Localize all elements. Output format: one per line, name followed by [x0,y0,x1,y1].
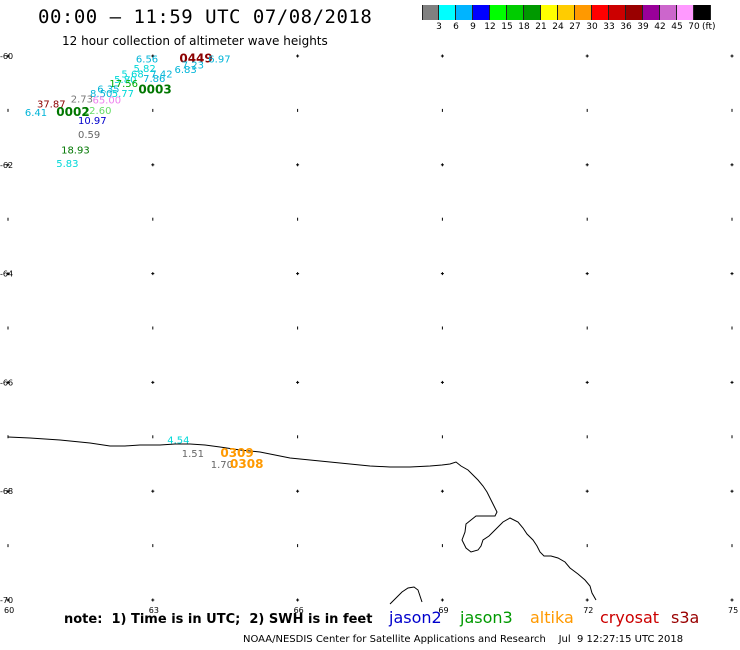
color-scale-label: 9 [470,22,476,32]
wave-height-label: 17.56 [109,79,138,90]
wave-height-label: 7.42 [150,69,172,80]
color-scale-swatch [507,5,524,20]
latitude-tick-label: -70 [0,596,13,605]
color-scale-swatch [609,5,626,20]
map-subtitle: 12 hour collection of altimeter wave hei… [62,34,328,48]
latitude-tick-label: -68 [0,487,13,496]
wave-height-label: 0.59 [78,130,100,141]
map-title: 00:00 – 11:59 UTC 07/08/2018 [38,6,373,28]
longitude-tick-label: 66 [294,606,304,615]
pass-time-label: 0449 [179,52,212,66]
wave-height-label: 12.60 [83,106,112,117]
latitude-tick-label: -64 [0,270,13,279]
longitude-tick-label: 60 [4,606,14,615]
wave-height-label: 18.93 [61,146,90,157]
wave-height-label: 6.83 [175,65,197,76]
pass-time-label: 0308 [230,457,263,471]
pass-time-label: 0003 [138,83,171,97]
wave-height-label: 6.41 [25,108,47,119]
color-scale-label: 70 [688,22,700,32]
color-scale-swatch [626,5,643,20]
color-scale-swatch [592,5,609,20]
latitude-tick-label: -62 [0,161,13,170]
color-scale-label: 15 [501,22,513,32]
wave-height-label: 5.77 [112,89,134,100]
color-scale-swatches [422,5,711,20]
wave-height-label: 6.56 [136,55,158,66]
color-scale-label: 30 [586,22,598,32]
color-scale-swatch [694,5,711,20]
color-scale-swatch [660,5,677,20]
color-scale-label: 12 [484,22,496,32]
legend-entry-jason2: jason2 [389,608,442,627]
color-scale-swatch [643,5,660,20]
wave-height-label: 2.73 [71,94,93,105]
color-scale-swatch [524,5,541,20]
footnote: note: 1) Time is in UTC; 2) SWH is in fe… [64,612,373,627]
color-scale-label: 36 [620,22,632,32]
pass-time-label: 0309 [220,446,253,460]
color-scale-swatch [558,5,575,20]
legend-entry-s3a: s3a [671,608,700,627]
longitude-tick-label: 69 [438,606,448,615]
color-scale-label: 24 [552,22,564,32]
generated-timestamp: Jul 9 12:27:15 UTC 2018 [558,634,684,645]
color-scale-swatch [439,5,456,20]
color-scale-swatch [473,5,490,20]
wave-height-label: 6.97 [208,55,230,66]
wave-height-label: 5.82 [133,64,155,75]
color-scale-label: 3 [436,22,442,32]
color-scale-label: 27 [569,22,581,32]
color-scale-label: 42 [654,22,666,32]
color-scale-swatch [422,5,439,20]
legend-entry-jason3: jason3 [460,608,513,627]
color-scale-label: 6 [453,22,459,32]
color-scale-swatch [456,5,473,20]
color-scale-label: 18 [518,22,530,32]
credit-line: NOAA/NESDIS Center for Satellite Applica… [243,634,683,645]
credit-text: NOAA/NESDIS Center for Satellite Applica… [243,634,546,645]
longitude-tick-label: 72 [583,606,593,615]
latitude-tick-label: -66 [0,378,13,387]
color-scale: 3 6 9 12 15 18 21 24 27 30 33 36 39 42 45 70 (ft) [422,5,728,35]
wave-height-label: 7.23 [182,61,204,72]
wave-height-label: 5.80 [114,75,136,86]
color-scale-label: 21 [535,22,547,32]
wave-height-label: 8.50 [90,89,112,100]
color-scale-unit: (ft) [702,22,716,32]
wave-height-label: 10.97 [78,116,107,127]
legend-entry-altika: altika [530,608,574,627]
color-scale-swatch [490,5,507,20]
longitude-tick-label: 63 [149,606,159,615]
wave-height-label: 5.68 [121,69,143,80]
coastline [7,436,597,601]
graticule: 60 63 66 69 72 75 -60 -62 -64 -66 -68 -70 [0,52,738,615]
pass-time-label: 0002 [56,105,89,119]
coastline-south [389,586,423,605]
wave-height-label: 4.54 [167,436,189,447]
longitude-tick-label: 75 [728,606,738,615]
color-scale-label: 45 [671,22,683,32]
legend-entry-cryosat: cryosat [600,608,660,627]
wave-height-label: 37.87 [37,99,66,110]
wave-height-label: 1.51 [182,449,204,460]
color-scale-label: 39 [637,22,649,32]
color-scale-swatch [677,5,694,20]
color-scale-swatch [575,5,592,20]
wave-height-label: 65.00 [92,96,121,107]
wave-height-label: 6.35 [97,85,119,96]
wave-height-label: 5.83 [56,159,78,170]
wave-height-label: 7.86 [143,74,165,85]
wave-height-label: 1.70 [211,460,233,471]
latitude-tick-label: -60 [0,52,13,61]
color-scale-label: 33 [603,22,615,32]
color-scale-swatch [541,5,558,20]
color-scale-labels: 3 6 9 12 15 18 21 24 27 30 33 36 39 42 45 70 (ft) [422,22,740,34]
